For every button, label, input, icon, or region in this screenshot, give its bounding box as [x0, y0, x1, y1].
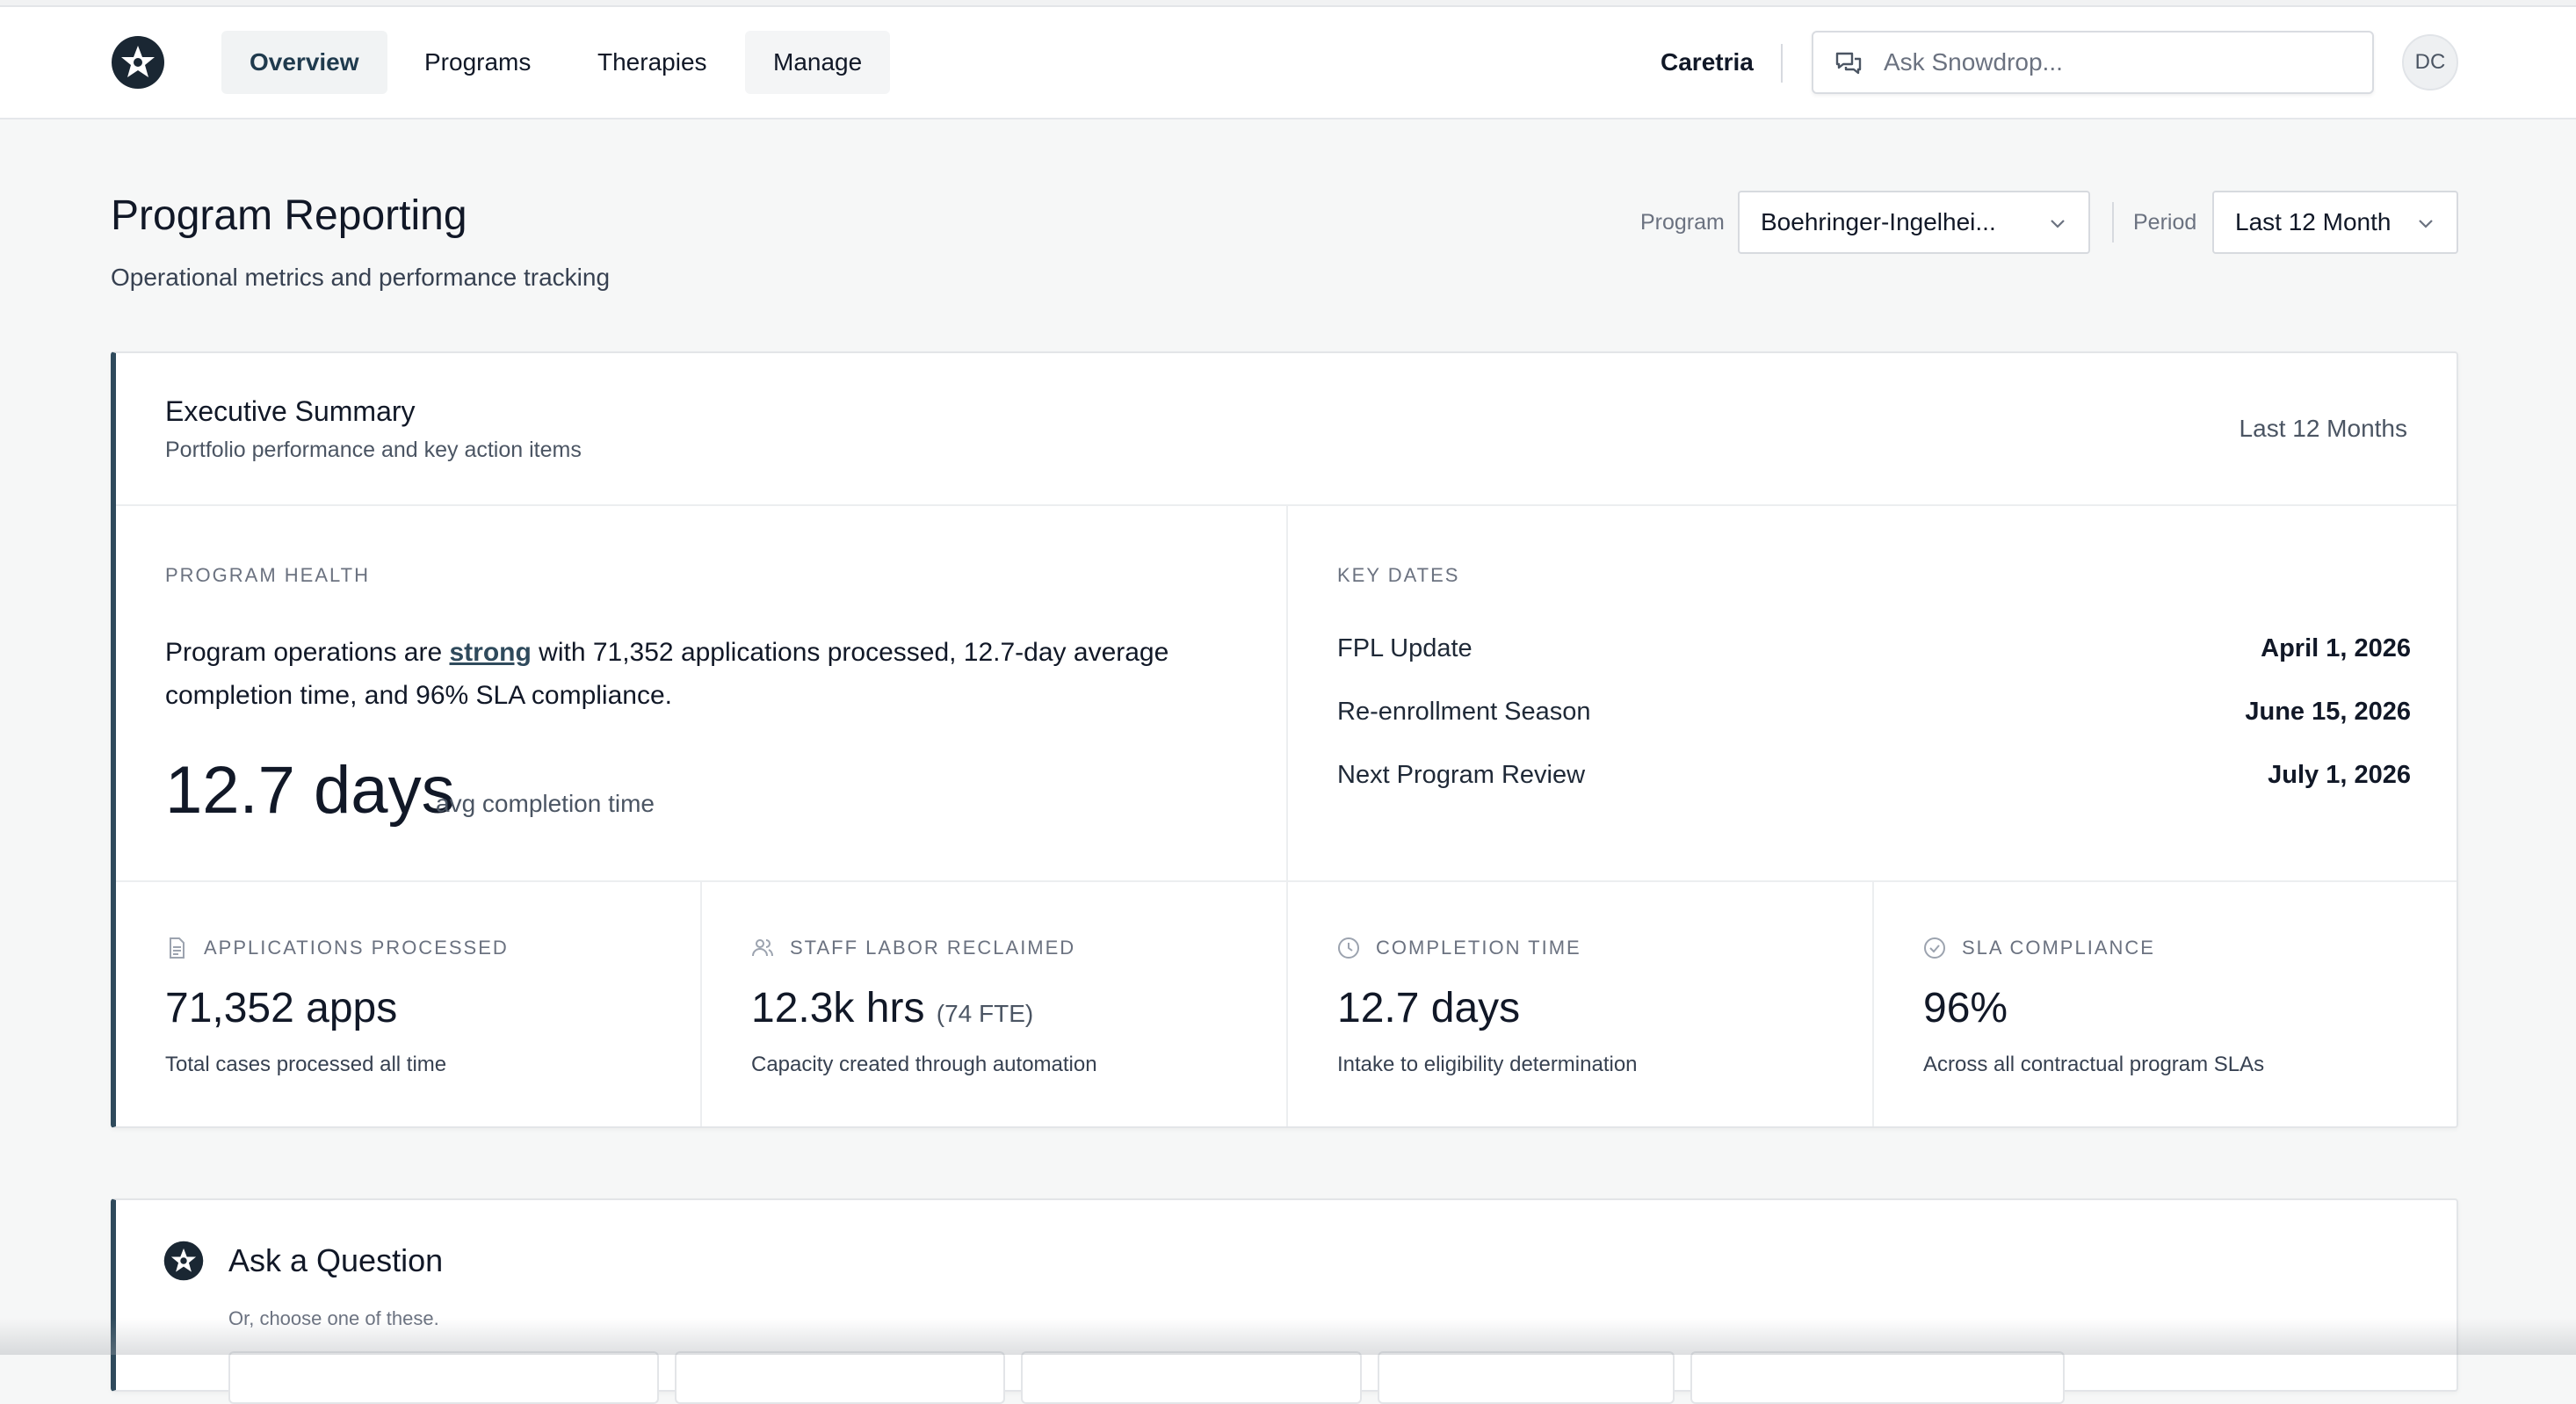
- ask-question-title: Ask a Question: [228, 1242, 444, 1278]
- metric-label: COMPLETION TIME: [1376, 937, 1581, 959]
- tab-programs[interactable]: Programs: [424, 48, 532, 76]
- page-subtitle: Operational metrics and performance trac…: [111, 264, 611, 291]
- metric-value-extra: (74 FTE): [936, 1000, 1034, 1027]
- health-status-link[interactable]: strong: [449, 638, 532, 667]
- window-top-edge: [0, 0, 2576, 7]
- column-divider: [1286, 504, 1288, 1126]
- metric-label: APPLICATIONS PROCESSED: [204, 937, 509, 959]
- document-icon: [170, 937, 185, 959]
- snowdrop-logo-icon[interactable]: [111, 35, 165, 90]
- key-date-row: Re-enrollment Season June 15, 2026: [1337, 698, 2411, 733]
- chat-bubbles-icon: [1835, 52, 1862, 75]
- avg-completion-value: 12.7 days: [165, 753, 455, 828]
- metric-value: 12.3k hrs (74 FTE): [751, 984, 1033, 1032]
- user-avatar[interactable]: DC: [2402, 34, 2458, 90]
- suggested-question-chip[interactable]: [1378, 1351, 1675, 1404]
- ask-question-card: Ask a Question Or, choose one of these.: [111, 1198, 2458, 1404]
- health-text-after: with 71,352 applications processed, 12.7…: [165, 638, 1169, 710]
- top-nav: Overview Programs Therapies Manage Caret…: [0, 7, 2576, 119]
- executive-summary-subtitle: Portfolio performance and key action ite…: [165, 438, 582, 462]
- filter-divider: [2112, 202, 2114, 242]
- clock-icon: [1338, 937, 1359, 959]
- metric-value-main: 12.3k hrs: [751, 985, 925, 1031]
- users-icon: [752, 939, 773, 957]
- period-select[interactable]: Last 12 Month: [2212, 191, 2458, 254]
- search-box[interactable]: [1812, 31, 2374, 94]
- key-date-label: Next Program Review: [1337, 761, 1586, 789]
- metric-sla-compliance: SLA COMPLIANCE 96% Across all contractua…: [1874, 880, 2460, 1126]
- program-health-text: Program operations are strong with 71,35…: [165, 631, 1281, 717]
- key-date-label: Re-enrollment Season: [1337, 698, 1591, 726]
- metric-caption: Total cases processed all time: [165, 1053, 447, 1076]
- divider: [116, 880, 2457, 882]
- tab-overview[interactable]: Overview: [221, 31, 387, 94]
- executive-summary-card: Executive Summary Portfolio performance …: [111, 351, 2458, 1128]
- tab-manage[interactable]: Manage: [745, 31, 891, 94]
- metric-caption: Capacity created through automation: [751, 1053, 1097, 1076]
- metric-value: 71,352 apps: [165, 985, 398, 1031]
- period-select-value: Last 12 Month: [2235, 208, 2391, 235]
- metric-caption: Intake to eligibility determination: [1337, 1053, 1638, 1076]
- bottom-shadow: [0, 1318, 2576, 1355]
- suggested-question-chip[interactable]: [1690, 1351, 2065, 1404]
- key-date-value: April 1, 2026: [2261, 634, 2411, 662]
- suggested-question-chip[interactable]: [228, 1351, 659, 1404]
- metric-applications-processed: APPLICATIONS PROCESSED 71,352 apps Total…: [116, 880, 702, 1126]
- check-circle-icon: [1924, 937, 1945, 959]
- page-title: Program Reporting: [111, 192, 467, 239]
- metric-staff-labor-reclaimed: STAFF LABOR RECLAIMED 12.3k hrs (74 FTE)…: [702, 880, 1288, 1126]
- key-date-value: June 15, 2026: [2245, 698, 2411, 726]
- suggested-question-chip[interactable]: [675, 1351, 1005, 1404]
- org-name[interactable]: Caretria: [1661, 48, 1754, 76]
- program-select[interactable]: Boehringer-Ingelhei...: [1738, 191, 2090, 254]
- suggested-question-chip[interactable]: [1021, 1351, 1362, 1404]
- program-filter-label: Program: [1640, 210, 1725, 235]
- metric-divider: [700, 880, 702, 1126]
- metric-value: 12.7 days: [1337, 985, 1521, 1031]
- avg-completion-unit: avg completion time: [436, 790, 655, 817]
- metric-divider: [1872, 880, 1874, 1126]
- chevron-down-icon: [2419, 220, 2433, 228]
- metric-value: 96%: [1923, 985, 2008, 1031]
- nav-divider: [1781, 44, 1783, 83]
- program-health-label: PROGRAM HEALTH: [165, 564, 370, 586]
- metric-label: STAFF LABOR RECLAIMED: [790, 937, 1076, 959]
- ask-question-subtitle: Or, choose one of these.: [228, 1307, 439, 1330]
- key-date-value: July 1, 2026: [2268, 761, 2411, 789]
- tab-therapies[interactable]: Therapies: [597, 48, 707, 76]
- executive-summary-title: Executive Summary: [165, 395, 416, 427]
- metric-caption: Across all contractual program SLAs: [1923, 1053, 2265, 1076]
- key-date-row: Next Program Review July 1, 2026: [1337, 761, 2411, 796]
- health-text-before: Program operations are: [165, 638, 450, 667]
- metric-completion-time: COMPLETION TIME 12.7 days Intake to elig…: [1288, 880, 1874, 1126]
- program-select-value: Boehringer-Ingelhei...: [1761, 208, 1996, 235]
- period-badge: Last 12 Months: [2239, 415, 2407, 442]
- period-filter-label: Period: [2133, 210, 2197, 235]
- chevron-down-icon: [2051, 220, 2065, 228]
- snowdrop-logo-icon: [163, 1241, 204, 1281]
- metric-label: SLA COMPLIANCE: [1962, 937, 2155, 959]
- key-date-label: FPL Update: [1337, 634, 1473, 662]
- key-dates-label: KEY DATES: [1337, 564, 1460, 586]
- key-date-row: FPL Update April 1, 2026: [1337, 634, 2411, 669]
- search-input[interactable]: [1884, 33, 2358, 92]
